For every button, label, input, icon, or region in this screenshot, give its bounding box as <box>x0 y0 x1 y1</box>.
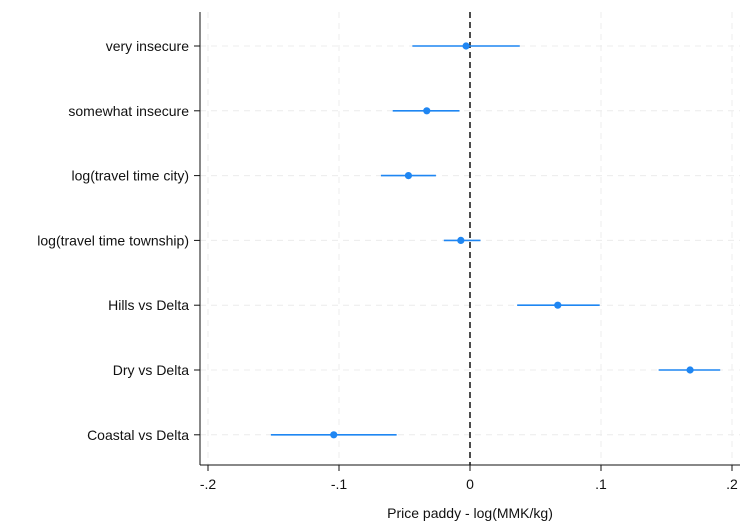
x-tick-label-0: -.2 <box>200 476 217 492</box>
y-axis-ticks: very insecure somewhat insecure log(travel… <box>37 38 200 443</box>
y-tick-label-2: log(travel time city) <box>72 168 189 184</box>
x-axis-title: Price paddy - log(MMK/kg) <box>387 505 553 521</box>
x-tick-label-1: -.1 <box>331 476 348 492</box>
y-tick-label-0: very insecure <box>106 38 189 54</box>
x-tick-label-2: 0 <box>466 476 474 492</box>
point-estimate-0 <box>462 42 470 50</box>
y-tick-label-3: log(travel time township) <box>37 232 189 248</box>
y-tick-label-6: Coastal vs Delta <box>87 427 189 443</box>
point-estimate-4 <box>554 301 562 309</box>
point-estimate-1 <box>423 107 431 115</box>
point-estimates <box>330 42 694 439</box>
y-tick-label-1: somewhat insecure <box>68 103 189 119</box>
point-estimate-6 <box>330 431 338 439</box>
point-estimate-3 <box>457 236 465 244</box>
point-estimate-2 <box>404 172 413 180</box>
x-tick-label-4: .2 <box>726 476 738 492</box>
y-tick-label-4: Hills vs Delta <box>108 297 189 313</box>
point-estimate-5 <box>686 366 694 374</box>
x-axis-ticks: -.2 -.1 0 .1 .2 <box>200 465 738 492</box>
x-tick-label-3: .1 <box>595 476 607 492</box>
y-tick-label-5: Dry vs Delta <box>113 362 189 378</box>
